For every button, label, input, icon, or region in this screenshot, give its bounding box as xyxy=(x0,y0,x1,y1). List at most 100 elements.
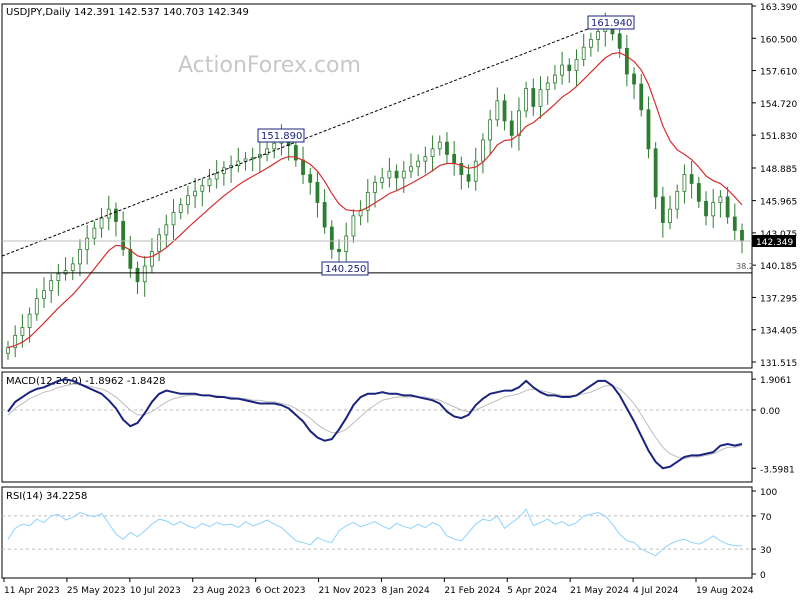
candle-body xyxy=(34,298,39,315)
candle-body xyxy=(488,119,493,141)
candle-body xyxy=(502,100,507,122)
candle-body xyxy=(452,154,457,164)
candle-body xyxy=(567,64,572,72)
candle-body xyxy=(617,33,622,49)
candle-body xyxy=(689,174,694,184)
candle-body xyxy=(265,148,269,155)
candle-body xyxy=(553,74,557,84)
candle-body xyxy=(401,170,406,179)
candle-body xyxy=(20,327,25,336)
price-tick-label: 143.075 xyxy=(760,230,797,240)
candle-body xyxy=(193,190,197,197)
price-tick-label: 157.610 xyxy=(760,68,797,78)
candle-body xyxy=(509,120,514,136)
panel-border xyxy=(1,3,753,369)
candle-body xyxy=(660,196,665,223)
candle-body xyxy=(272,142,277,150)
candle-body xyxy=(596,31,600,40)
candle-body xyxy=(308,174,313,183)
candle-body xyxy=(394,170,399,179)
rsi-tick-label: 70 xyxy=(760,513,772,523)
x-tick-label: 19 Aug 2024 xyxy=(696,586,754,596)
high-label-151-box xyxy=(257,128,305,143)
candle-body xyxy=(70,263,75,271)
candle-body xyxy=(560,64,564,76)
candle-body xyxy=(704,200,708,217)
candle-body xyxy=(322,202,327,228)
candle-body xyxy=(639,83,644,111)
rsi-line xyxy=(7,508,743,557)
candle-body xyxy=(56,273,61,282)
macd-label: MACD(12,26,9) -1.8962 -1.8428 xyxy=(6,376,166,387)
x-tick-label: 5 Apr 2024 xyxy=(507,586,557,596)
x-tick-label: 21 Feb 2024 xyxy=(444,586,500,596)
candle-body xyxy=(653,148,658,198)
candle-body xyxy=(682,174,687,192)
moving-average-line xyxy=(7,51,743,349)
candle-body xyxy=(445,141,449,155)
candle-body xyxy=(423,156,428,162)
price-tick-label: 163.390 xyxy=(760,3,797,13)
chart-header: USDJPY,Daily 142.391 142.537 140.703 142… xyxy=(6,7,249,18)
candle-body xyxy=(186,195,190,206)
candle-body xyxy=(135,267,140,283)
candle-body xyxy=(373,181,377,193)
panel-border xyxy=(1,486,753,579)
candle-body xyxy=(114,208,118,222)
x-tick-label: 11 Apr 2023 xyxy=(4,586,60,596)
candle-body xyxy=(696,183,701,202)
x-tick-label: 4 Jul 2024 xyxy=(633,586,678,596)
candle-body xyxy=(365,192,370,211)
candle-body xyxy=(301,159,305,175)
candle-body xyxy=(466,174,471,182)
candle-body xyxy=(243,158,248,162)
candle-body xyxy=(121,221,126,250)
candle-body xyxy=(171,212,176,226)
current-price-label: 142.349 xyxy=(756,238,793,248)
candle-body xyxy=(545,82,550,91)
fib-label: 38.2 xyxy=(736,262,754,271)
candle-body xyxy=(624,47,629,75)
candle-body xyxy=(646,109,651,150)
price-tick-label: 145.965 xyxy=(760,198,797,208)
rsi-tick-label: 100 xyxy=(760,488,777,498)
x-tick-label: 21 May 2024 xyxy=(570,586,629,596)
current-price-box xyxy=(752,234,796,247)
high-label-161: 161.940 xyxy=(591,18,632,29)
x-tick-label: 10 Jul 2023 xyxy=(130,586,181,596)
candle-body xyxy=(13,334,18,349)
candle-body xyxy=(574,59,579,72)
candle-body xyxy=(214,173,219,180)
candle-body xyxy=(416,160,421,168)
high-label-151: 151.890 xyxy=(261,131,302,142)
candle-body xyxy=(538,89,543,107)
candle-body xyxy=(430,148,435,158)
candle-body xyxy=(200,185,205,192)
candle-body xyxy=(157,234,162,252)
candle-body xyxy=(142,265,147,283)
macd-tick-label: 0.00 xyxy=(760,407,780,417)
price-tick-label: 131.515 xyxy=(760,359,797,369)
candle-body xyxy=(387,170,392,179)
candle-body xyxy=(517,110,521,136)
candle-body xyxy=(473,160,478,182)
candle-body xyxy=(293,145,298,161)
candle-body xyxy=(632,73,636,85)
candle-body xyxy=(27,313,32,328)
candle-body xyxy=(718,196,723,203)
candle-body xyxy=(150,251,154,267)
macd-tick-label: -3.5981 xyxy=(760,465,795,475)
macd-line xyxy=(7,378,743,470)
candle-body xyxy=(351,215,356,237)
candle-body xyxy=(6,347,10,354)
candle-body xyxy=(92,227,97,239)
candle-body xyxy=(732,216,737,231)
rsi-label: RSI(14) 34.2258 xyxy=(6,491,87,502)
rsi-tick-label: 0 xyxy=(760,571,766,581)
candle-body xyxy=(675,190,680,210)
candle-body xyxy=(207,178,212,187)
candle-body xyxy=(588,38,593,48)
x-tick-label: 25 May 2023 xyxy=(67,586,126,596)
macd-tick-label: 1.9061 xyxy=(760,376,792,386)
